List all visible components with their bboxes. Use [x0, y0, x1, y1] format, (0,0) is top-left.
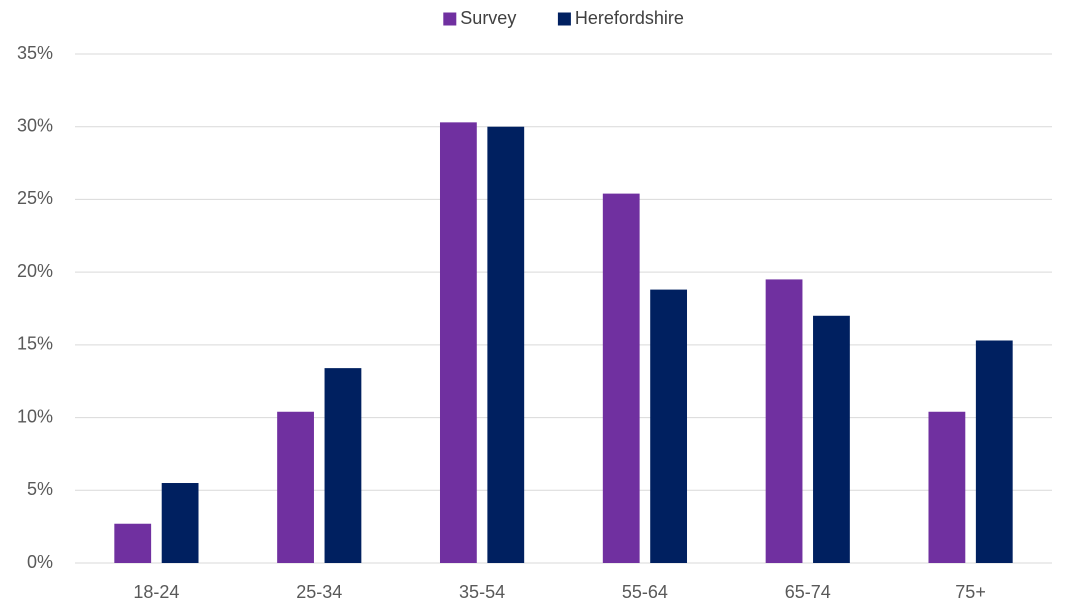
bar [650, 289, 688, 563]
y-tick-label: 15% [17, 334, 53, 354]
x-tick-label: 55-64 [622, 582, 668, 602]
legend-label: Survey [460, 8, 516, 28]
bar [813, 315, 850, 563]
legend-label: Herefordshire [575, 8, 684, 28]
bar [928, 411, 966, 563]
bar [161, 483, 199, 563]
x-tick-label: 75+ [955, 582, 986, 602]
x-tick-label: 18-24 [133, 582, 179, 602]
bar [602, 193, 640, 563]
bar [765, 279, 803, 563]
y-tick-label: 25% [17, 188, 53, 208]
x-tick-label: 65-74 [785, 582, 831, 602]
y-tick-label: 10% [17, 406, 53, 426]
y-tick-label: 35% [17, 43, 53, 63]
x-tick-label: 25-34 [296, 582, 342, 602]
bar [324, 368, 362, 563]
legend-swatch [557, 12, 571, 26]
x-tick-label: 35-54 [459, 582, 505, 602]
y-tick-label: 30% [17, 115, 53, 135]
y-tick-label: 0% [27, 552, 53, 572]
bar [975, 340, 1013, 563]
bar [277, 411, 314, 563]
y-tick-label: 5% [27, 479, 53, 499]
y-tick-label: 20% [17, 261, 53, 281]
bar [487, 126, 525, 563]
bar [114, 523, 152, 563]
bar [439, 122, 477, 563]
legend-swatch [443, 12, 457, 26]
